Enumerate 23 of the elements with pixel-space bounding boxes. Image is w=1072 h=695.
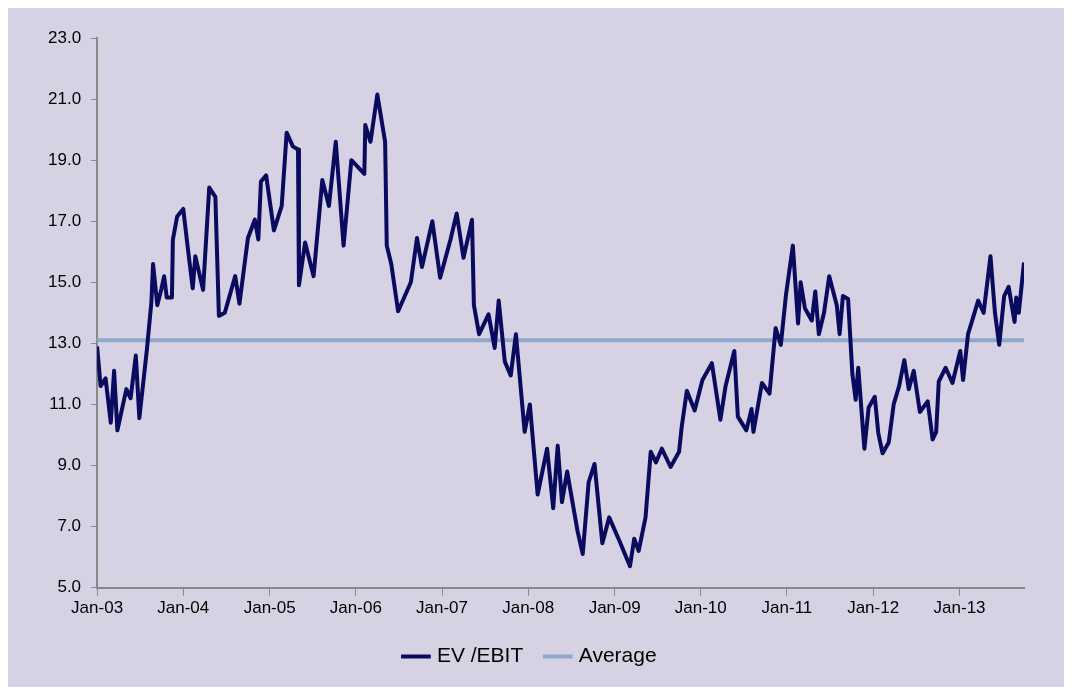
x-tick-label: Jan-09 [588,598,641,618]
y-tick-label: 11.0 [49,394,82,414]
x-tick-label: Jan-11 [761,598,813,618]
x-tick-label: Jan-07 [416,598,469,618]
y-tick-label: 5.0 [57,577,82,597]
y-tick-label: 17.0 [47,210,82,230]
y-tick-label: 15.0 [47,271,82,291]
x-tick-label: Jan-03 [71,598,124,618]
x-tick-label: Jan-06 [329,598,382,618]
x-tick-label: Jan-05 [243,598,296,618]
legend-label: EV /EBIT [436,643,524,667]
x-tick-label: Jan-08 [502,598,555,618]
legend-label: Average [578,643,657,667]
y-tick-label: 21.0 [47,88,82,108]
x-tick-label: Jan-12 [847,598,900,618]
y-tick-label: 19.0 [47,149,82,169]
x-tick-label: Jan-10 [674,598,727,618]
x-tick-label: Jan-04 [157,598,210,618]
x-tick-label: Jan-13 [933,598,986,618]
y-tick-label: 23.0 [47,27,82,47]
y-tick-label: 9.0 [57,455,82,475]
y-tick-label: 7.0 [57,516,82,536]
y-tick-label: 13.0 [47,333,82,353]
